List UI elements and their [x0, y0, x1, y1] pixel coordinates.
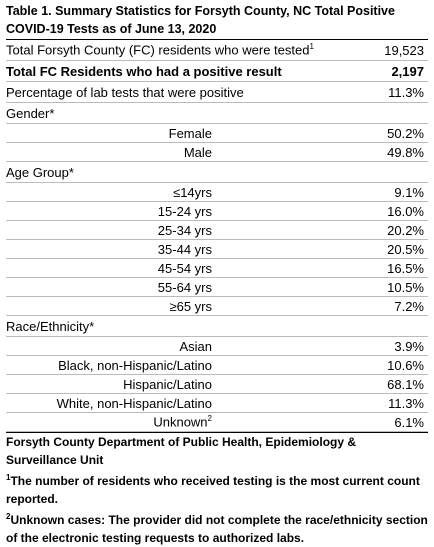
row-label: Unknown2 — [6, 414, 212, 429]
label-text: Black, non-Hispanic/Latino — [58, 357, 212, 373]
row-value: 19,523 — [384, 42, 424, 58]
footer: Forsyth County Department of Public Heal… — [6, 432, 428, 547]
row-label: White, non-Hispanic/Latino — [6, 396, 212, 411]
table-title: Table 1. Summary Statistics for Forsyth … — [6, 0, 428, 40]
footnote-text: The number of residents who received tes… — [6, 474, 420, 506]
row-value: 3.9% — [394, 338, 424, 354]
row-label: Asian — [6, 339, 212, 354]
footnote-marker: 2 — [6, 512, 11, 521]
data-row: 15-24 yrs 16.0% — [6, 202, 428, 221]
label-text: ≥65 yrs — [169, 298, 212, 314]
summary-row: Total FC Residents who had a positive re… — [6, 61, 428, 82]
data-row: Black, non-Hispanic/Latino 10.6% — [6, 356, 428, 375]
section-title: Race/Ethnicity* — [6, 318, 95, 334]
row-value: 49.8% — [387, 144, 424, 160]
section-title: Age Group* — [6, 164, 74, 180]
label-text: Female — [168, 125, 212, 141]
data-row: Male 49.8% — [6, 143, 428, 162]
footnote-marker: 2 — [207, 414, 212, 424]
data-row: Unknown2 6.1% — [6, 413, 428, 432]
section-header: Gender* — [6, 103, 428, 124]
footnote-marker: 1 — [6, 473, 11, 482]
label-text: Asian — [179, 338, 212, 354]
footnote-marker: 1 — [309, 42, 314, 52]
label-text: Percentage of lab tests that were positi… — [6, 84, 244, 100]
section-title: Gender* — [6, 105, 55, 121]
data-row: Female 50.2% — [6, 124, 428, 143]
row-value: 7.2% — [394, 298, 424, 314]
row-label: Black, non-Hispanic/Latino — [6, 358, 212, 373]
data-row: 45-54 yrs 16.5% — [6, 259, 428, 278]
row-label: Total Forsyth County (FC) residents who … — [6, 42, 334, 57]
row-label: 25-34 yrs — [6, 223, 212, 238]
label-text: Hispanic/Latino — [123, 376, 212, 392]
label-text: Male — [183, 144, 212, 160]
row-value: 11.3% — [388, 395, 424, 411]
row-label: 55-64 yrs — [6, 280, 212, 295]
data-row: 25-34 yrs 20.2% — [6, 221, 428, 240]
data-row: ≤14yrs 9.1% — [6, 183, 428, 202]
row-value: 16.5% — [387, 260, 424, 276]
row-label: Hispanic/Latino — [6, 377, 212, 392]
section-header: Age Group* — [6, 162, 428, 183]
row-value: 11.3% — [388, 84, 424, 100]
label-text: Total Forsyth County (FC) residents who … — [6, 42, 310, 58]
summary-row: Total Forsyth County (FC) residents who … — [6, 40, 428, 61]
row-value: 50.2% — [387, 125, 424, 141]
table: Total Forsyth County (FC) residents who … — [6, 40, 428, 432]
row-value: 10.6% — [387, 357, 424, 373]
data-row: White, non-Hispanic/Latino 11.3% — [6, 394, 428, 413]
data-row: 35-44 yrs 20.5% — [6, 240, 428, 259]
row-label: 35-44 yrs — [6, 242, 212, 257]
label-text: 25-34 yrs — [157, 222, 212, 238]
section-header: Race/Ethnicity* — [6, 316, 428, 337]
row-value: 20.5% — [387, 241, 424, 257]
label-text: 55-64 yrs — [157, 279, 212, 295]
row-value: 10.5% — [387, 279, 424, 295]
row-value: 6.1% — [394, 414, 424, 430]
footnote: 1The number of residents who received te… — [6, 469, 428, 508]
source: Forsyth County Department of Public Heal… — [6, 435, 357, 467]
label-text: Unknown — [153, 414, 208, 430]
row-label: 15-24 yrs — [6, 204, 212, 219]
row-label: Male — [6, 145, 212, 160]
row-value: 68.1% — [387, 376, 424, 392]
row-value: 9.1% — [394, 184, 424, 200]
summary-row: Percentage of lab tests that were positi… — [6, 82, 428, 103]
row-label: ≤14yrs — [6, 185, 212, 200]
label-text: 45-54 yrs — [157, 260, 212, 276]
label-text: 35-44 yrs — [157, 241, 212, 257]
row-value: 20.2% — [387, 222, 424, 238]
row-value: 2,197 — [391, 63, 424, 79]
row-value: 16.0% — [387, 203, 424, 219]
row-label: Percentage of lab tests that were positi… — [6, 85, 334, 100]
label-text: ≤14yrs — [173, 184, 212, 200]
label-text: White, non-Hispanic/Latino — [56, 395, 212, 411]
label-text: 15-24 yrs — [157, 203, 212, 219]
row-label: Total FC Residents who had a positive re… — [6, 64, 334, 79]
label-text: Total FC Residents who had a positive re… — [6, 63, 282, 79]
row-label: ≥65 yrs — [6, 299, 212, 314]
data-row: ≥65 yrs 7.2% — [6, 297, 428, 316]
footnote-text: Unknown cases: The provider did not comp… — [6, 513, 428, 545]
data-row: Asian 3.9% — [6, 337, 428, 356]
row-label: Female — [6, 126, 212, 141]
data-row: Hispanic/Latino 68.1% — [6, 375, 428, 394]
row-label: 45-54 yrs — [6, 261, 212, 276]
data-row: 55-64 yrs 10.5% — [6, 278, 428, 297]
footnote: 2Unknown cases: The provider did not com… — [6, 508, 428, 547]
